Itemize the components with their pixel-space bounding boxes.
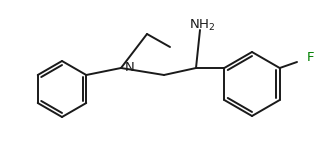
Text: NH$_2$: NH$_2$ bbox=[189, 18, 215, 33]
Text: F: F bbox=[307, 51, 315, 64]
Text: N: N bbox=[125, 61, 135, 74]
